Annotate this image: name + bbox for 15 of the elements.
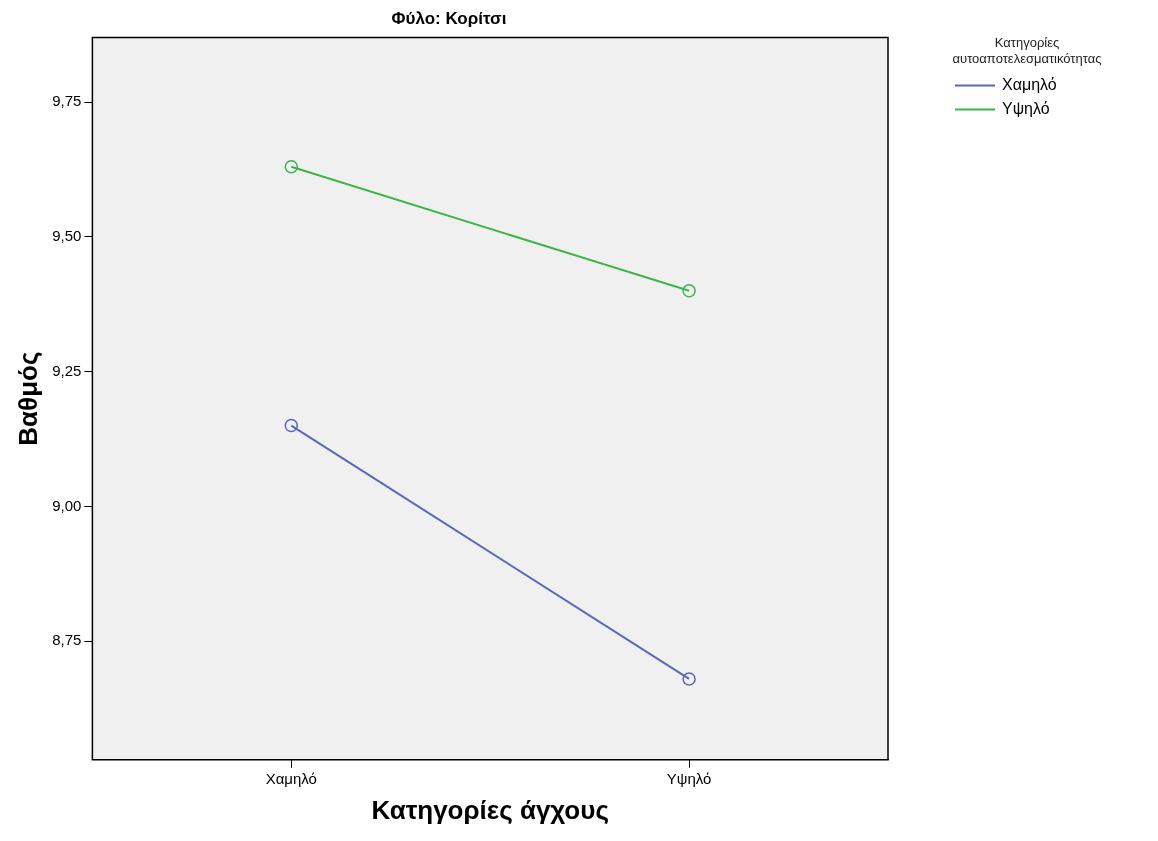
point: [682, 672, 696, 686]
y-tick-label: 9,25: [52, 361, 82, 379]
x-axis-title: Κατηγορίες άγχους: [371, 794, 609, 825]
legend-label: Χαμηλό: [1002, 75, 1057, 93]
y-axis-title: Βαθμός: [12, 351, 43, 446]
y-tick-label: 9,50: [52, 227, 82, 245]
point: [284, 160, 299, 174]
point: [284, 418, 299, 433]
y-tick-label: 8,75: [52, 631, 82, 649]
legend-title: Κατηγορίες αυτοαποτελεσματικότητας: [952, 35, 1102, 67]
y-tick-label: 9,75: [52, 92, 82, 110]
chart-title: Φύλο: Κορίτσι: [391, 8, 507, 28]
y-tick-label: 9,00: [52, 496, 82, 514]
legend-label: Υψηλό: [1002, 99, 1050, 117]
point: [682, 284, 696, 298]
